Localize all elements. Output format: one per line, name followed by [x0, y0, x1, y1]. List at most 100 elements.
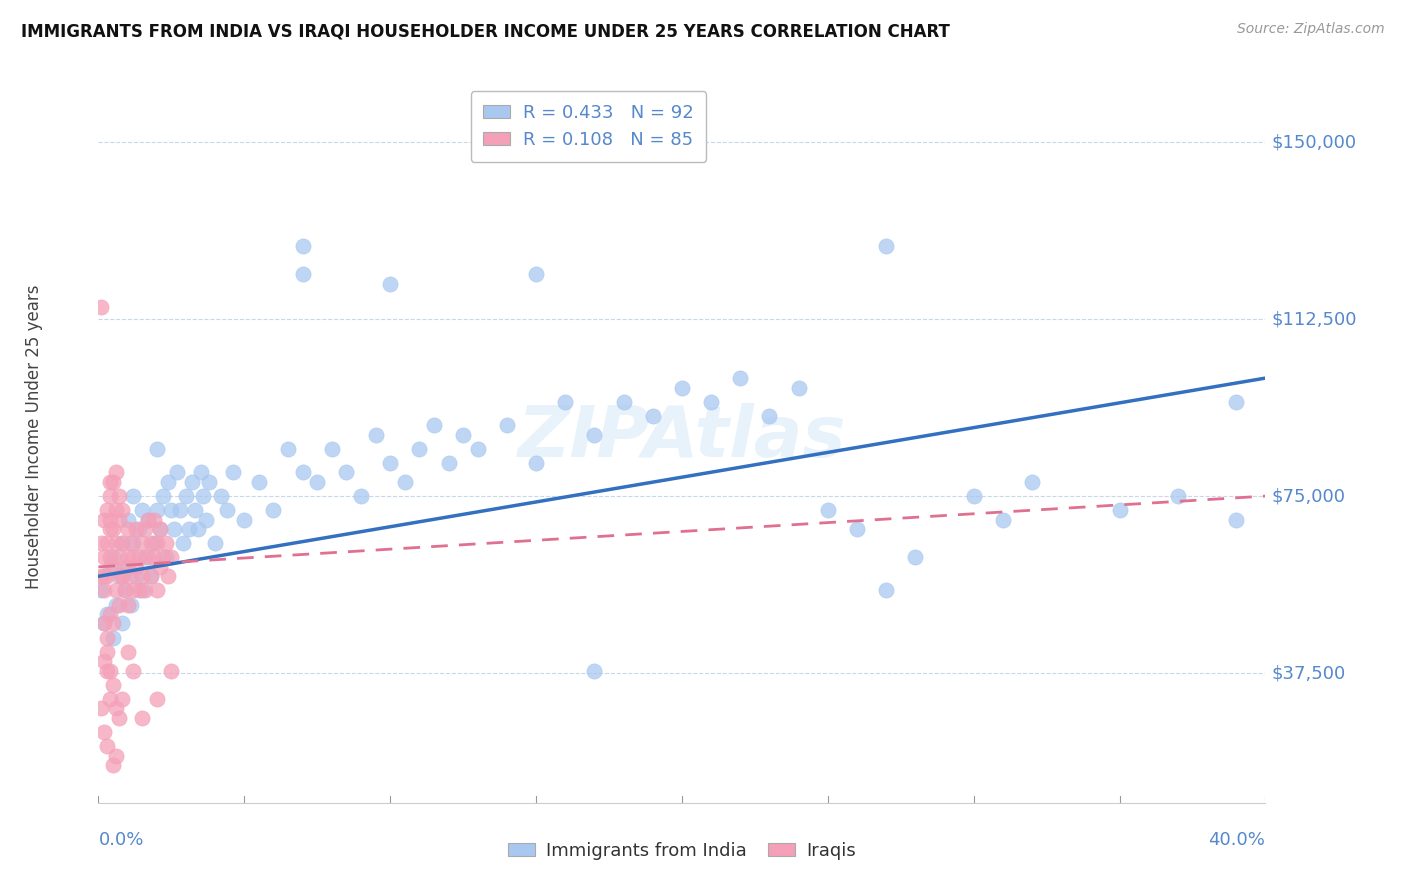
Point — [187, 522, 209, 536]
Point — [114, 583, 136, 598]
Point — [101, 550, 124, 565]
Point — [131, 503, 153, 517]
Point — [122, 583, 145, 598]
Point — [700, 394, 723, 409]
Point — [108, 550, 131, 565]
Point — [104, 466, 127, 480]
Point — [128, 583, 150, 598]
Point — [117, 645, 139, 659]
Point — [96, 631, 118, 645]
Point — [380, 456, 402, 470]
Point — [524, 267, 547, 281]
Point — [104, 701, 127, 715]
Point — [152, 489, 174, 503]
Point — [291, 466, 314, 480]
Point — [437, 456, 460, 470]
Point — [149, 522, 172, 536]
Text: 0.0%: 0.0% — [98, 831, 143, 849]
Point — [291, 267, 314, 281]
Point — [98, 489, 121, 503]
Point — [364, 427, 387, 442]
Point — [120, 536, 142, 550]
Point — [671, 380, 693, 394]
Point — [875, 583, 897, 598]
Point — [96, 664, 118, 678]
Point — [160, 503, 183, 517]
Point — [131, 583, 153, 598]
Point — [146, 503, 169, 517]
Point — [90, 583, 112, 598]
Point — [451, 427, 474, 442]
Point — [131, 569, 153, 583]
Point — [139, 569, 162, 583]
Point — [291, 239, 314, 253]
Point — [991, 513, 1014, 527]
Point — [671, 126, 693, 140]
Text: $112,500: $112,500 — [1271, 310, 1357, 328]
Point — [177, 522, 200, 536]
Text: Source: ZipAtlas.com: Source: ZipAtlas.com — [1237, 22, 1385, 37]
Point — [155, 550, 177, 565]
Point — [125, 569, 148, 583]
Point — [142, 536, 165, 550]
Legend: Immigrants from India, Iraqis: Immigrants from India, Iraqis — [501, 835, 863, 867]
Point — [962, 489, 984, 503]
Text: Householder Income Under 25 years: Householder Income Under 25 years — [25, 285, 44, 590]
Point — [98, 550, 121, 565]
Point — [204, 536, 226, 550]
Point — [122, 489, 145, 503]
Point — [120, 598, 142, 612]
Point — [233, 513, 256, 527]
Point — [96, 503, 118, 517]
Point — [169, 503, 191, 517]
Text: $75,000: $75,000 — [1271, 487, 1346, 505]
Point — [93, 550, 115, 565]
Point — [139, 536, 162, 550]
Point — [117, 550, 139, 565]
Point — [146, 583, 169, 598]
Point — [122, 536, 145, 550]
Point — [114, 583, 136, 598]
Point — [93, 583, 115, 598]
Point — [96, 645, 118, 659]
Point — [321, 442, 343, 456]
Point — [209, 489, 232, 503]
Point — [101, 559, 124, 574]
Point — [180, 475, 202, 489]
Point — [93, 616, 115, 631]
Point — [131, 711, 153, 725]
Point — [90, 301, 112, 315]
Point — [93, 616, 115, 631]
Point — [787, 380, 810, 394]
Point — [104, 598, 127, 612]
Point — [172, 536, 194, 550]
Point — [128, 550, 150, 565]
Point — [146, 692, 169, 706]
Point — [117, 598, 139, 612]
Point — [583, 664, 606, 678]
Text: $37,500: $37,500 — [1271, 664, 1346, 682]
Point — [875, 239, 897, 253]
Point — [134, 583, 156, 598]
Point — [108, 489, 131, 503]
Point — [134, 550, 156, 565]
Point — [93, 513, 115, 527]
Point — [104, 748, 127, 763]
Point — [496, 418, 519, 433]
Point — [215, 503, 238, 517]
Point — [108, 513, 131, 527]
Point — [96, 607, 118, 621]
Point — [108, 711, 131, 725]
Point — [149, 559, 172, 574]
Point — [90, 701, 112, 715]
Point — [149, 522, 172, 536]
Point — [93, 725, 115, 739]
Point — [98, 559, 121, 574]
Text: $150,000: $150,000 — [1271, 133, 1357, 151]
Point — [198, 475, 221, 489]
Point — [157, 475, 180, 489]
Point — [101, 616, 124, 631]
Text: ZIPAtlas: ZIPAtlas — [517, 402, 846, 472]
Point — [101, 758, 124, 772]
Point — [262, 503, 284, 517]
